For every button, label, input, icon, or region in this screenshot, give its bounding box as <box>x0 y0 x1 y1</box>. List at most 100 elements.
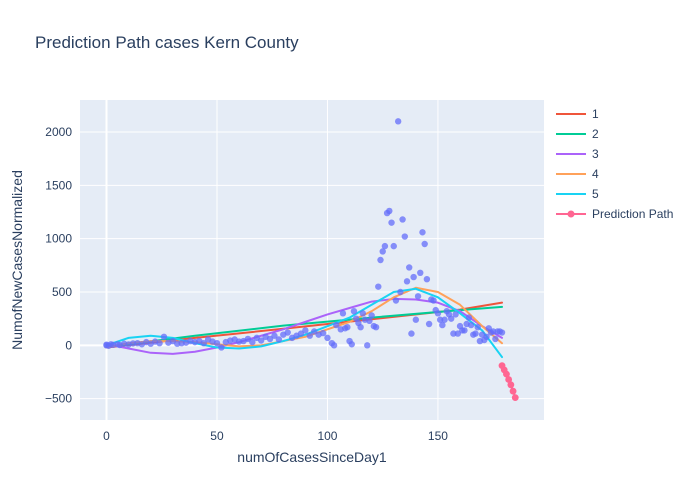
observed-point <box>425 320 433 328</box>
observed-point <box>339 310 347 317</box>
observed-point <box>348 341 355 348</box>
observed-point <box>213 340 221 347</box>
observed-point <box>160 333 168 340</box>
observed-point <box>430 297 437 304</box>
axis-layer: 0 50 100 150 2000 1500 1000 500 0 −500 <box>45 125 448 443</box>
observed-point <box>379 248 386 255</box>
observed-point <box>454 330 462 337</box>
observed-point <box>483 333 490 340</box>
observed-point <box>364 342 371 349</box>
observed-point <box>406 264 413 271</box>
legend-label-3: 3 <box>592 147 599 161</box>
observed-point <box>266 335 274 343</box>
y-tick-label: 2000 <box>45 125 72 139</box>
y-tick-label: 1000 <box>45 232 72 246</box>
observed-point <box>386 207 393 215</box>
observed-point <box>474 324 481 331</box>
observed-point <box>452 311 459 318</box>
prediction-path-point <box>511 394 519 401</box>
observed-point <box>375 283 382 290</box>
legend-swatch-4 <box>556 173 586 175</box>
observed-point <box>403 278 411 285</box>
legend-label-5: 5 <box>592 187 599 201</box>
observed-point <box>275 336 283 343</box>
y-tick-label: 0 <box>65 338 72 352</box>
observed-point <box>377 256 384 264</box>
observed-point <box>419 229 426 236</box>
series-line-5 <box>105 287 504 359</box>
observed-point <box>324 334 331 342</box>
legend-item-5[interactable]: 5 <box>556 184 696 204</box>
observed-point <box>414 293 422 300</box>
observed-point <box>330 342 338 349</box>
observed-point <box>271 332 278 339</box>
legend: 1 2 3 4 5 <box>556 104 696 224</box>
observed-point <box>421 240 428 248</box>
plot-area <box>80 100 544 420</box>
x-tick-label: 0 <box>103 429 110 443</box>
grid-layer <box>80 100 544 420</box>
observed-point <box>244 335 252 343</box>
x-tick-label: 100 <box>317 429 337 443</box>
x-tick-label: 50 <box>210 429 224 443</box>
legend-item-2[interactable]: 2 <box>556 124 696 144</box>
observed-point <box>319 329 327 337</box>
observed-point <box>498 329 506 336</box>
legend-item-4[interactable]: 4 <box>556 164 696 184</box>
observed-point <box>492 335 499 343</box>
observed-point <box>306 332 313 339</box>
prediction-path-point <box>509 387 517 395</box>
observed-point <box>372 324 380 331</box>
observed-point <box>412 316 420 323</box>
observed-point <box>489 328 497 335</box>
observed-point <box>218 344 225 351</box>
y-tick-label: −500 <box>45 392 72 406</box>
observed-point <box>249 338 256 346</box>
observed-point <box>394 118 402 125</box>
legend-swatch-2 <box>556 133 586 135</box>
legend-label-prediction-path: Prediction Path <box>592 207 674 221</box>
legend-label-2: 2 <box>592 127 599 141</box>
legend-item-prediction-path[interactable]: Prediction Path <box>556 204 696 224</box>
observed-point <box>357 324 364 331</box>
observed-point <box>350 308 358 315</box>
x-axis-title: numOfCasesSinceDay1 <box>237 449 387 465</box>
legend-swatch-3 <box>556 153 586 155</box>
observed-point <box>461 327 468 334</box>
observed-point <box>344 324 351 331</box>
observed-point <box>401 233 408 240</box>
observed-point <box>397 288 404 296</box>
observed-point <box>388 219 395 226</box>
y-axis-title: NumofNewCasesNormalized <box>9 170 25 350</box>
observed-point <box>284 329 291 336</box>
observed-point <box>399 216 406 223</box>
y-tick-label: 500 <box>52 285 72 299</box>
legend-swatch-prediction-path <box>556 210 586 218</box>
observed-point <box>302 327 309 334</box>
legend-label-4: 4 <box>592 167 599 181</box>
observed-point <box>465 314 473 321</box>
chart-title: Prediction Path cases Kern County <box>35 33 299 52</box>
observed-point <box>441 316 448 323</box>
series-line-2 <box>105 305 504 348</box>
observed-point <box>156 340 163 347</box>
observed-point <box>297 330 305 337</box>
observed-point <box>467 321 475 329</box>
observed-point <box>417 269 424 276</box>
legend-swatch-5 <box>556 193 586 195</box>
observed-point <box>257 337 265 344</box>
observed-point <box>368 312 375 319</box>
observed-point <box>390 242 397 250</box>
legend-item-1[interactable]: 1 <box>556 104 696 124</box>
observed-point <box>392 297 400 304</box>
observed-point <box>333 321 340 329</box>
observed-point <box>381 242 389 250</box>
observed-point <box>439 321 446 329</box>
observed-point <box>436 316 444 323</box>
observed-point <box>311 328 318 335</box>
observed-point <box>472 330 479 337</box>
legend-item-3[interactable]: 3 <box>556 144 696 164</box>
prediction-path-point <box>505 376 513 383</box>
observed-point <box>434 310 442 317</box>
